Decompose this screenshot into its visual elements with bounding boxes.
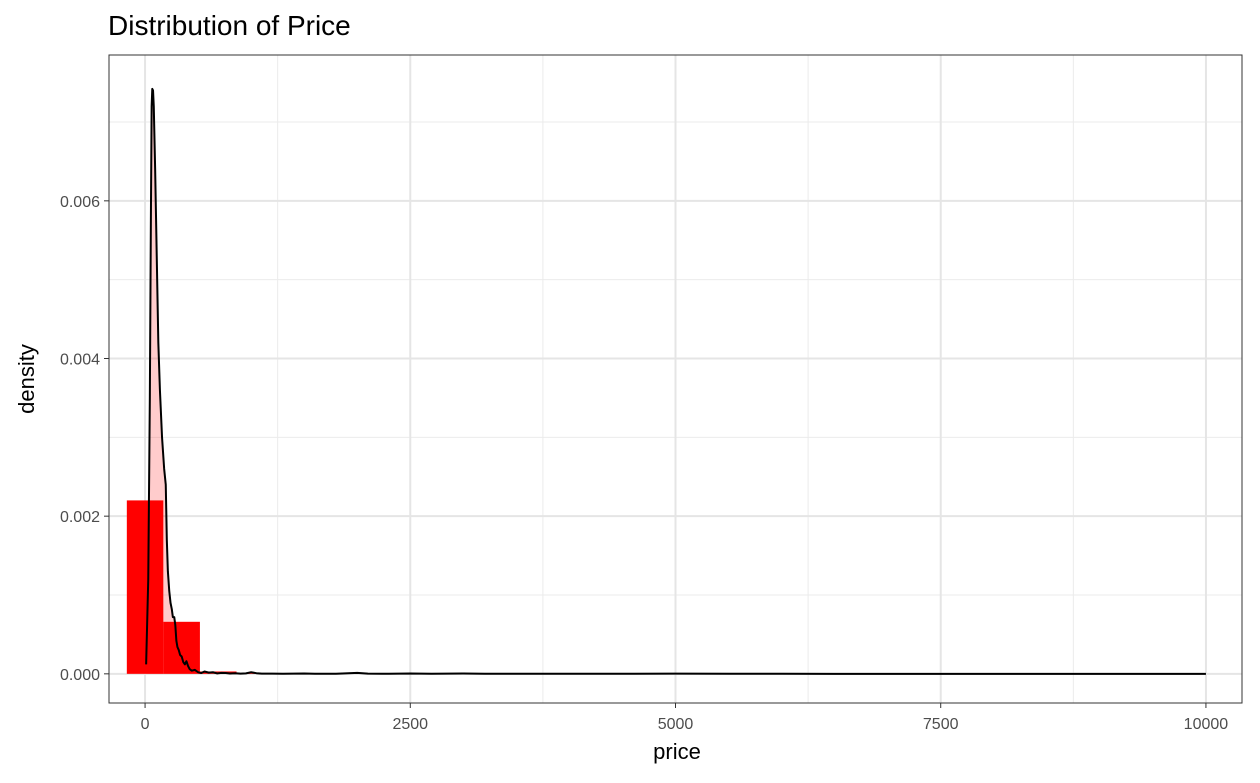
x-tick-label: 0: [141, 716, 150, 733]
y-axis-ticks: 0.000 0.002 0.004 0.006: [60, 194, 109, 684]
histogram-bar: [163, 621, 200, 674]
y-tick-label: 0.006: [60, 194, 100, 211]
x-tick-label: 2500: [392, 716, 428, 733]
x-tick-label: 10000: [1184, 716, 1229, 733]
x-axis-title: price: [653, 739, 701, 764]
y-tick-label: 0.000: [60, 667, 100, 684]
histogram-bar: [126, 500, 164, 674]
x-tick-label: 5000: [658, 716, 694, 733]
x-axis-ticks: 0 2500 5000 7500 10000: [141, 703, 1229, 733]
chart-title: Distribution of Price: [108, 10, 351, 41]
y-tick-label: 0.004: [60, 352, 100, 369]
y-axis-title: density: [14, 344, 39, 414]
density-line: [145, 87, 1206, 675]
y-tick-label: 0.002: [60, 509, 100, 526]
plot-panel: [108, 54, 1243, 704]
x-tick-label: 7500: [923, 716, 959, 733]
